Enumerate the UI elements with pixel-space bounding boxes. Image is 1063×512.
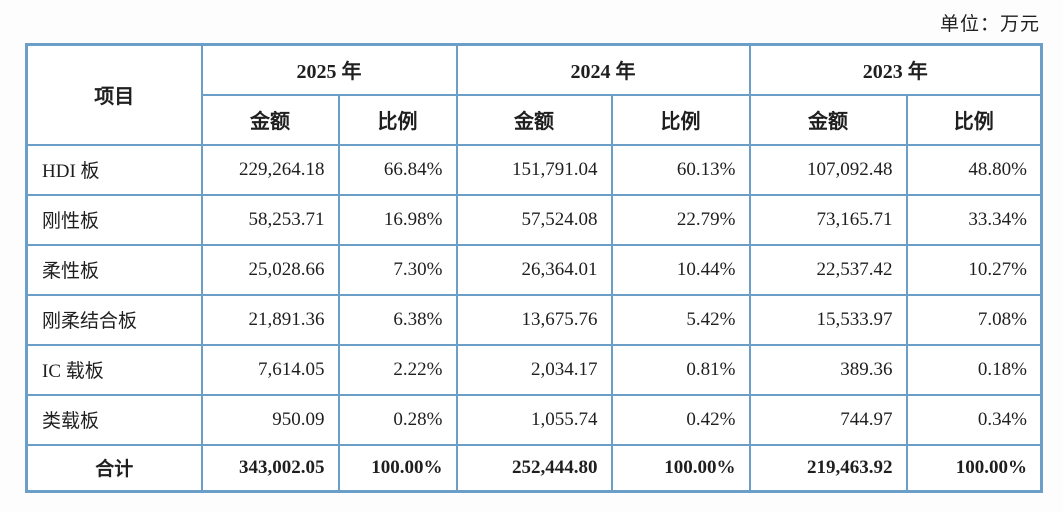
table-row-hdi: HDI 板 229,264.18 66.84% 151,791.04 60.13… [25,143,1043,196]
cell-ratio-2025: 66.84% [337,143,458,196]
cell-ratio-2023: 33.34% [905,193,1043,246]
cell-amount-2024: 151,791.04 [455,143,613,196]
cell-amount-2025: 25,028.66 [200,243,340,296]
cell-amount-2023: 73,165.71 [748,193,908,246]
cell-ratio-2024: 22.79% [610,193,751,246]
subheader-ratio-2023: 比例 [905,93,1043,146]
total-amount-2024: 252,444.80 [455,443,613,493]
cell-ratio-2024: 10.44% [610,243,751,296]
cell-ratio-2023: 0.18% [905,343,1043,396]
cell-amount-2023: 107,092.48 [748,143,908,196]
row-label: 柔性板 [25,243,203,296]
table-row-ic-substrate: IC 载板 7,614.05 2.22% 2,034.17 0.81% 389.… [25,343,1043,396]
total-ratio-2025: 100.00% [337,443,458,493]
subheader-amount-2025: 金额 [200,93,340,146]
row-label: IC 载板 [25,343,203,396]
cell-ratio-2025: 16.98% [337,193,458,246]
subheader-row: 金额 比例 金额 比例 金额 比例 [27,93,1043,146]
year-header-2025: 2025 年 [200,43,458,96]
cell-ratio-2025: 2.22% [337,343,458,396]
year-header-2023: 2023 年 [748,43,1043,96]
table-row-total: 合计 343,002.05 100.00% 252,444.80 100.00%… [25,443,1043,493]
cell-amount-2024: 57,524.08 [455,193,613,246]
cell-amount-2024: 2,034.17 [455,343,613,396]
cell-ratio-2023: 48.80% [905,143,1043,196]
row-label: 刚性板 [25,193,203,246]
cell-amount-2024: 1,055.74 [455,393,613,446]
total-amount-2023: 219,463.92 [748,443,908,493]
unit-label: 单位：万元 [939,14,1040,35]
cell-ratio-2024: 0.81% [610,343,751,396]
cell-ratio-2024: 60.13% [610,143,751,196]
revenue-breakdown-table: 项目 2025 年 2024 年 2023 年 金额 比例 金额 比例 金额 比… [25,43,1043,493]
row-label: 类载板 [25,393,203,446]
cell-amount-2024: 13,675.76 [455,293,613,346]
cell-ratio-2024: 0.42% [610,393,751,446]
cell-amount-2023: 15,533.97 [748,293,908,346]
subheader-ratio-2025: 比例 [337,93,458,146]
subheader-amount-2023: 金额 [748,93,908,146]
corner-header-item: 项目 [25,43,203,146]
cell-ratio-2025: 7.30% [337,243,458,296]
row-label: 刚柔结合板 [25,293,203,346]
cell-ratio-2023: 0.34% [905,393,1043,446]
subheader-amount-2024: 金额 [455,93,613,146]
table-row-rigid-flex: 刚柔结合板 21,891.36 6.38% 13,675.76 5.42% 15… [25,293,1043,346]
cell-amount-2023: 22,537.42 [748,243,908,296]
cell-amount-2025: 950.09 [200,393,340,446]
year-header-row: 项目 2025 年 2024 年 2023 年 [25,43,1043,146]
cell-amount-2025: 58,253.71 [200,193,340,246]
table-row-substrate-like: 类载板 950.09 0.28% 1,055.74 0.42% 744.97 0… [25,393,1043,446]
cell-ratio-2024: 5.42% [610,293,751,346]
cell-amount-2023: 744.97 [748,393,908,446]
cell-amount-2025: 7,614.05 [200,343,340,396]
cell-ratio-2023: 10.27% [905,243,1043,296]
subheader-ratio-2024: 比例 [610,93,751,146]
cell-amount-2023: 389.36 [748,343,908,396]
cell-ratio-2025: 0.28% [337,393,458,446]
year-header-2024: 2024 年 [455,43,751,96]
table-row-flex: 柔性板 25,028.66 7.30% 26,364.01 10.44% 22,… [25,243,1043,296]
row-label: HDI 板 [25,143,203,196]
total-label: 合计 [25,443,203,493]
cell-amount-2025: 21,891.36 [200,293,340,346]
total-ratio-2023: 100.00% [905,443,1043,493]
table-row-rigid: 刚性板 58,253.71 16.98% 57,524.08 22.79% 73… [25,193,1043,246]
cell-amount-2024: 26,364.01 [455,243,613,296]
total-ratio-2024: 100.00% [610,443,751,493]
total-amount-2025: 343,002.05 [200,443,340,493]
cell-amount-2025: 229,264.18 [200,143,340,196]
cell-ratio-2025: 6.38% [337,293,458,346]
cell-ratio-2023: 7.08% [905,293,1043,346]
